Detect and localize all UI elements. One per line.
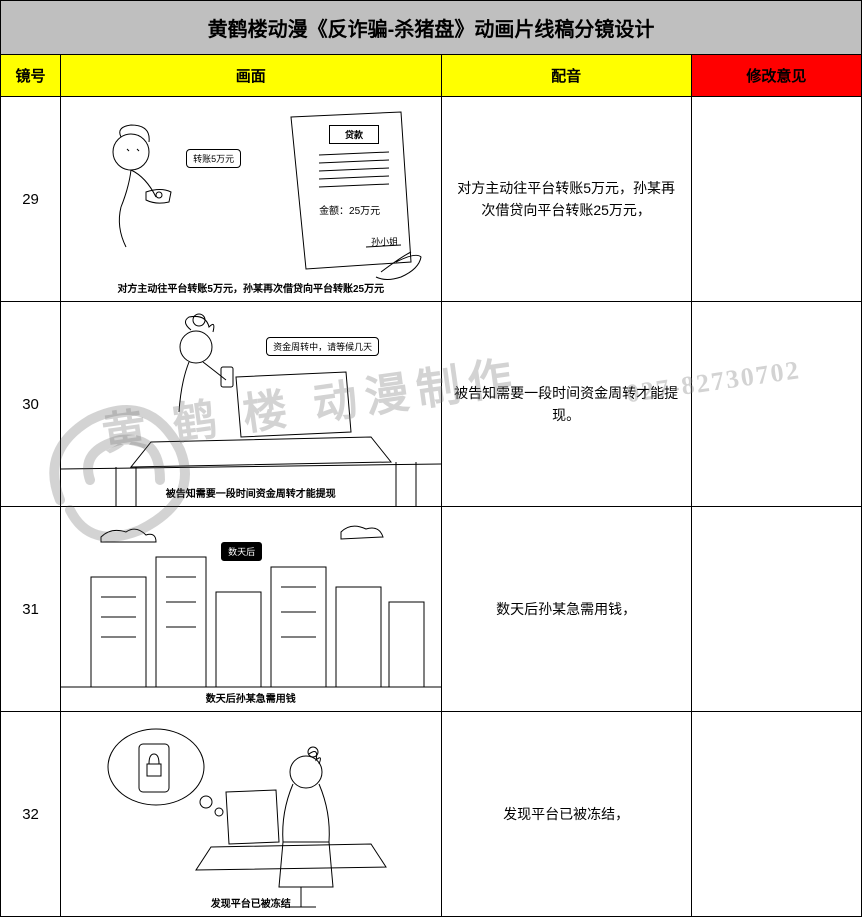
col-header-audio: 配音 bbox=[441, 55, 691, 97]
notes-cell bbox=[691, 507, 861, 712]
frame-caption: 数天后孙某急需用钱 bbox=[206, 690, 296, 705]
shot-number: 30 bbox=[1, 302, 61, 507]
sketch-30: 资金周转中，请等候几天 被告知需要一段时间资金周转才能提现 bbox=[61, 302, 440, 506]
notes-cell bbox=[691, 97, 861, 302]
time-label: 数天后 bbox=[221, 542, 262, 561]
sketch-29: 转账5万元 贷款 金额：25万元 孙小姐 对方主动往平台转账5万元，孙某再次借贷… bbox=[61, 97, 440, 301]
table-row: 30 bbox=[1, 302, 862, 507]
speech-bubble: 转账5万元 bbox=[186, 149, 241, 168]
line-art bbox=[61, 712, 440, 916]
doc-title: 贷款 bbox=[329, 125, 379, 144]
audio-text: 发现平台已被冻结， bbox=[441, 712, 691, 917]
frame-caption: 被告知需要一段时间资金周转才能提现 bbox=[166, 485, 336, 500]
header-row: 镜号 画面 配音 修改意见 bbox=[1, 55, 862, 97]
doc-amount: 金额：25万元 bbox=[319, 202, 380, 217]
notes-cell bbox=[691, 712, 861, 917]
table-row: 29 bbox=[1, 97, 862, 302]
notes-cell bbox=[691, 302, 861, 507]
frame-cell: 数天后 数天后孙某急需用钱 bbox=[61, 507, 441, 712]
page-title: 黄鹤楼动漫《反诈骗-杀猪盘》动画片线稿分镜设计 bbox=[1, 13, 861, 42]
line-art bbox=[61, 302, 440, 506]
frame-cell: 资金周转中，请等候几天 被告知需要一段时间资金周转才能提现 bbox=[61, 302, 441, 507]
col-header-notes: 修改意见 bbox=[691, 55, 861, 97]
shot-number: 29 bbox=[1, 97, 61, 302]
col-header-frame: 画面 bbox=[61, 55, 441, 97]
audio-text: 对方主动往平台转账5万元，孙某再次借贷向平台转账25万元， bbox=[441, 97, 691, 302]
col-header-num: 镜号 bbox=[1, 55, 61, 97]
sketch-32: 发现平台已被冻结 bbox=[61, 712, 440, 916]
audio-text: 数天后孙某急需用钱， bbox=[441, 507, 691, 712]
sketch-31: 数天后 数天后孙某急需用钱 bbox=[61, 507, 440, 711]
doc-sign: 孙小姐 bbox=[371, 235, 398, 248]
frame-cell: 发现平台已被冻结 bbox=[61, 712, 441, 917]
storyboard-table: 镜号 画面 配音 修改意见 29 bbox=[0, 54, 862, 917]
table-row: 32 bbox=[1, 712, 862, 917]
line-art bbox=[61, 97, 440, 301]
frame-cell: 转账5万元 贷款 金额：25万元 孙小姐 对方主动往平台转账5万元，孙某再次借贷… bbox=[61, 97, 441, 302]
line-art bbox=[61, 507, 440, 711]
title-bar: 黄鹤楼动漫《反诈骗-杀猪盘》动画片线稿分镜设计 bbox=[0, 0, 862, 54]
speech-bubble: 资金周转中，请等候几天 bbox=[266, 337, 379, 356]
shot-number: 32 bbox=[1, 712, 61, 917]
frame-caption: 对方主动往平台转账5万元，孙某再次借贷向平台转账25万元 bbox=[117, 280, 384, 295]
shot-number: 31 bbox=[1, 507, 61, 712]
table-row: 31 bbox=[1, 507, 862, 712]
frame-caption: 发现平台已被冻结 bbox=[211, 895, 291, 910]
audio-text: 被告知需要一段时间资金周转才能提现。 bbox=[441, 302, 691, 507]
